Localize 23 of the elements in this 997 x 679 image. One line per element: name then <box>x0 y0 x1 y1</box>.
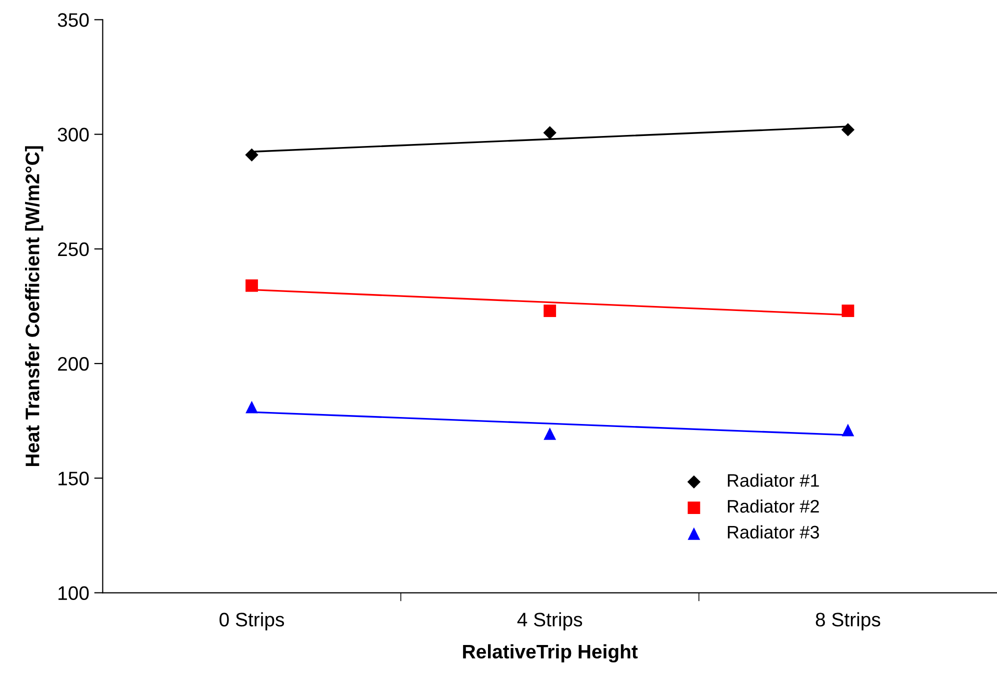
x-tick-label: 4 Strips <box>517 612 582 630</box>
point <box>841 123 855 136</box>
point <box>246 279 258 292</box>
x-tick-label: 0 Strips <box>220 612 284 630</box>
point <box>842 424 854 436</box>
point <box>544 427 556 440</box>
y-tick-label: 300 <box>58 128 89 142</box>
point <box>245 148 258 162</box>
legend-label: Radiator #3 <box>728 525 819 539</box>
x-axis-title: RelativeTrip Height <box>463 644 638 662</box>
legend-label: Radiator #2 <box>728 499 819 513</box>
point <box>842 304 854 318</box>
y-tick-label: 150 <box>58 472 89 486</box>
point <box>246 400 258 414</box>
y-tick-label: 250 <box>58 242 89 256</box>
legend-label: Radiator #1 <box>728 474 819 487</box>
y-tick-label: 350 <box>58 13 89 27</box>
point <box>543 126 556 140</box>
y-tick-label: 200 <box>58 357 89 371</box>
point <box>544 304 556 318</box>
y-axis-title: Heat Transfer Coefficient [W/m2°C] <box>25 146 44 466</box>
y-tick-label: 100 <box>58 586 89 600</box>
x-tick-label: 8 Strips <box>816 612 880 630</box>
